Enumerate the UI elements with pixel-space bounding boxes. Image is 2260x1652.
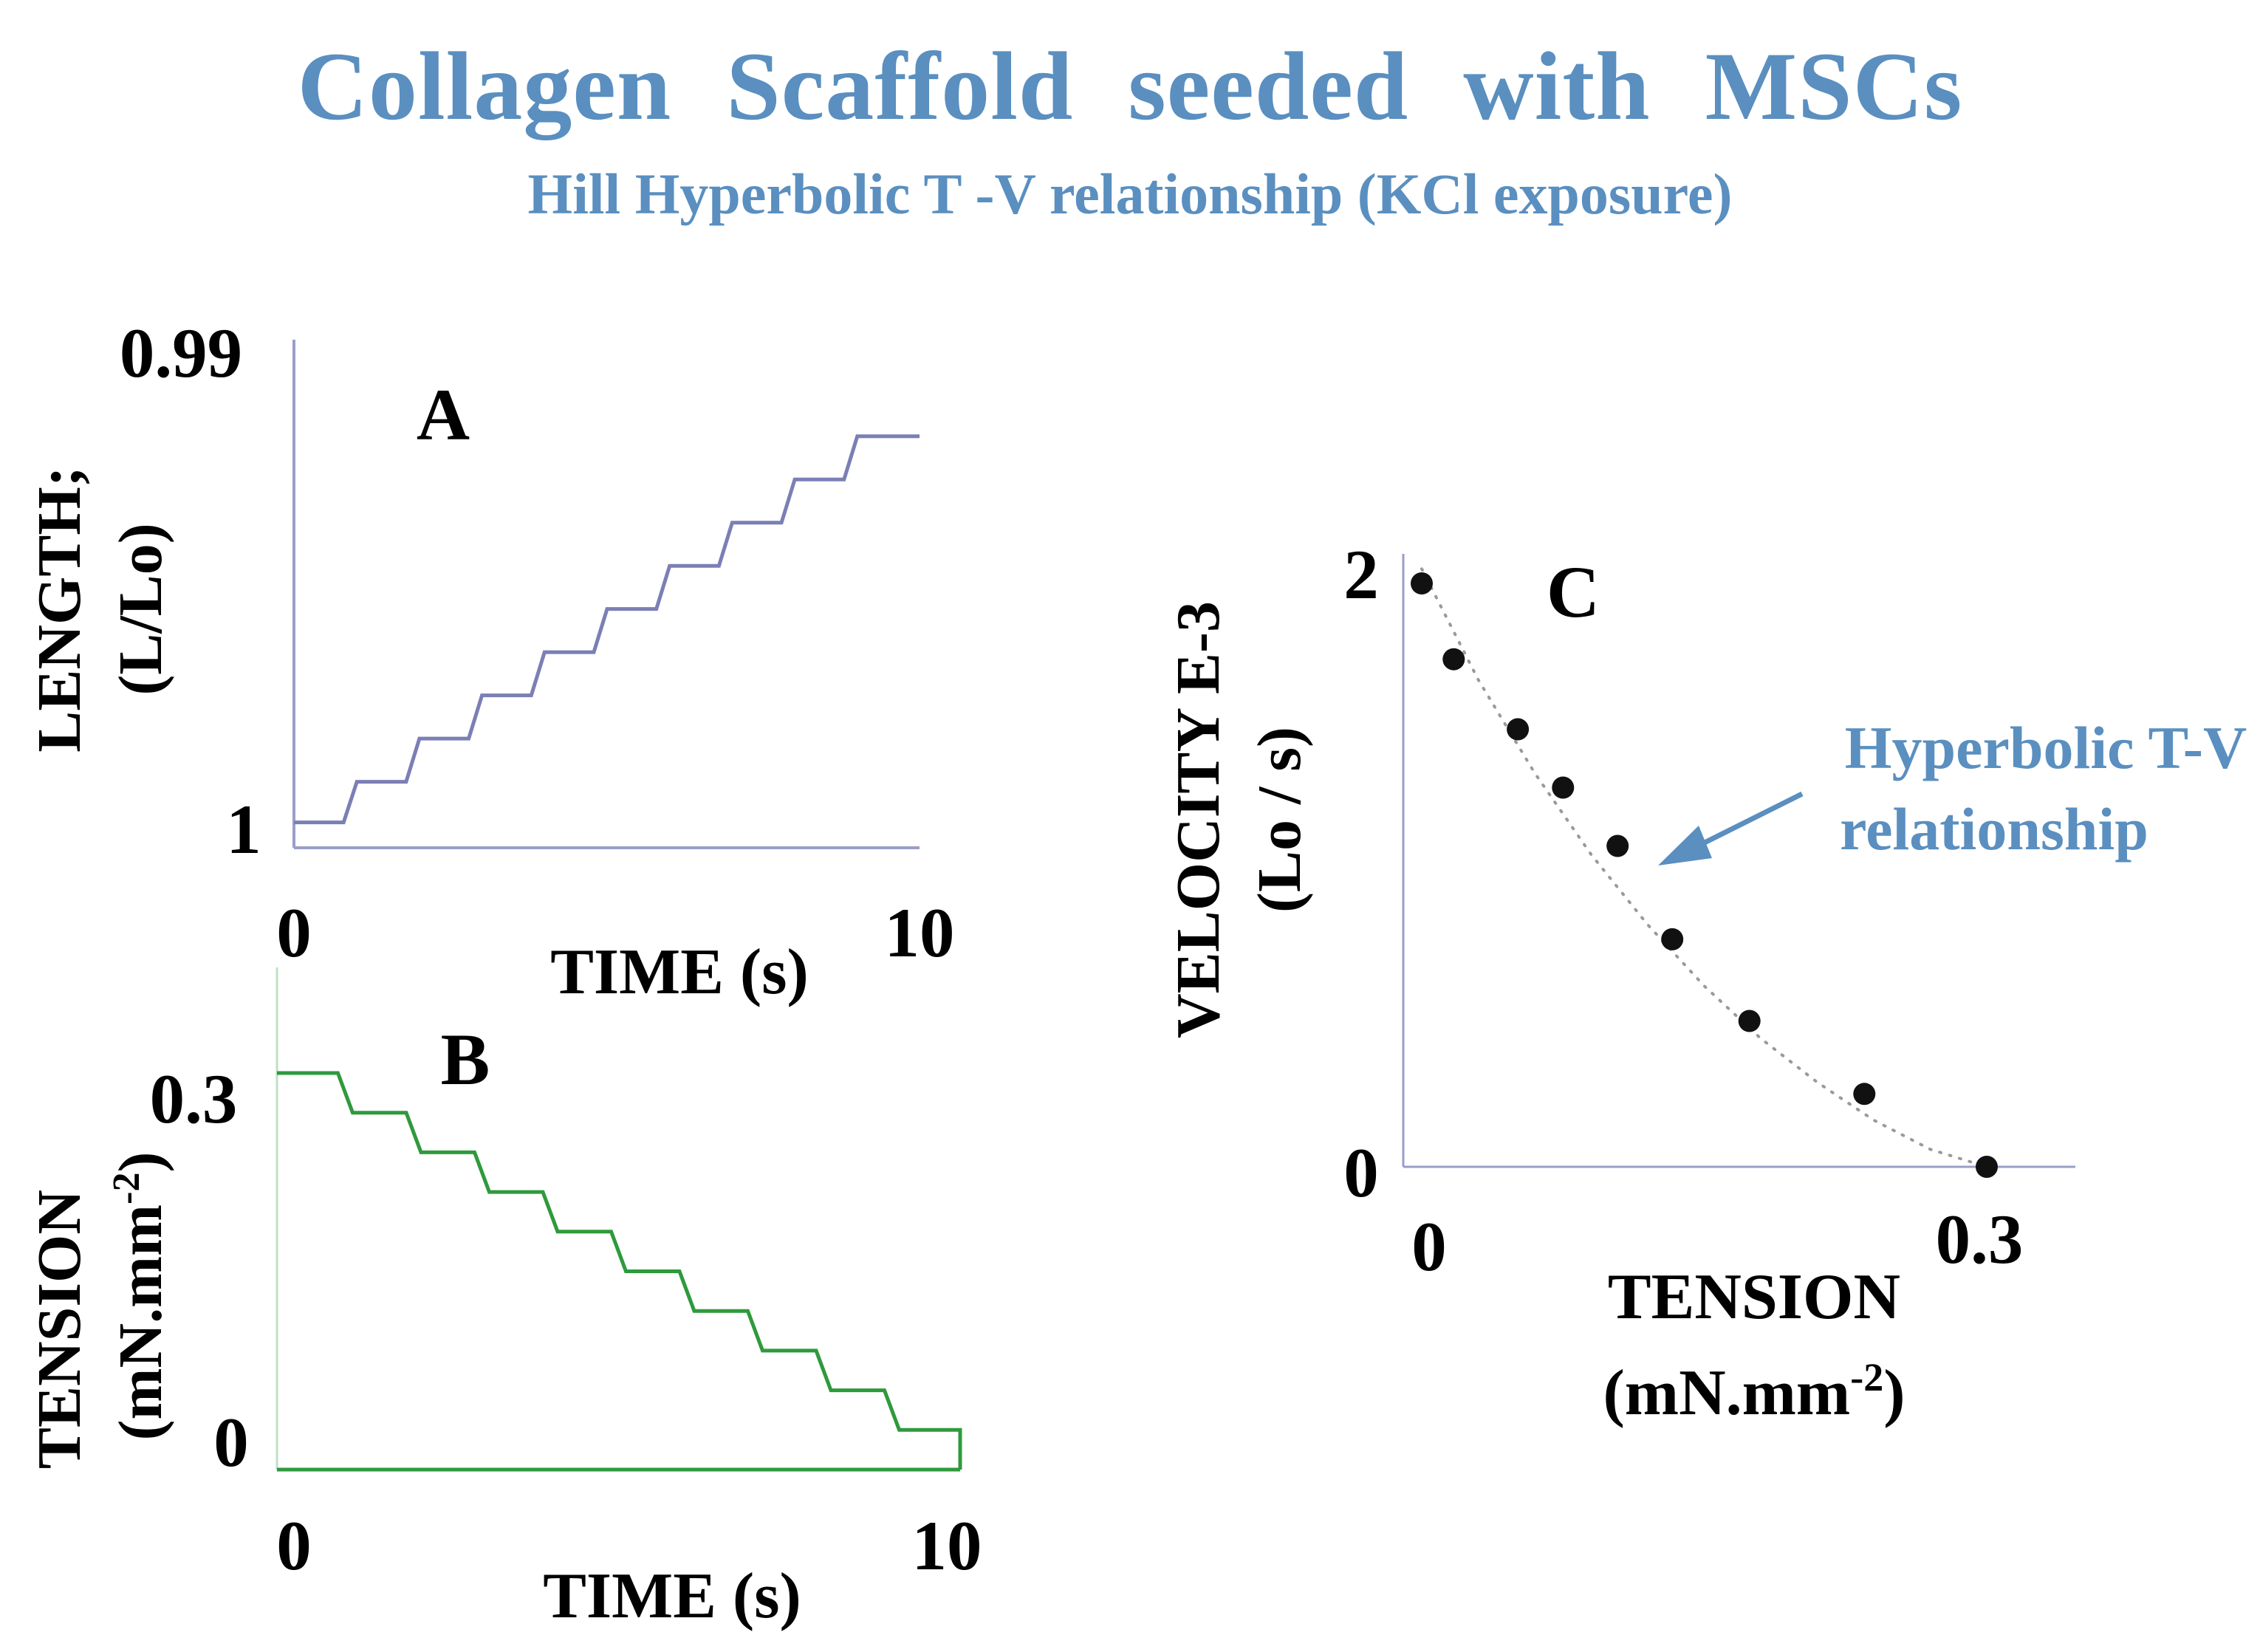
figure-title: Collagen Scaffold seeded with MSCs	[297, 32, 1963, 140]
panel-c-data-points	[1411, 572, 1998, 1178]
panel-b: B 0.3 0 0 10 TIME (s) TENSION (mN.mm-2)	[25, 967, 982, 1632]
panel-b-y-label-line1: TENSION	[25, 1190, 94, 1469]
panel-a-x-tick-end: 10	[885, 894, 955, 972]
panel-b-y-label-superscript: -2	[106, 1173, 148, 1204]
panel-b-x-tick-end: 10	[912, 1507, 982, 1585]
panel-c-label: C	[1547, 551, 1600, 633]
panel-a-x-tick-start: 0	[276, 894, 312, 972]
panel-a-y-label-line1: LENGTH;	[25, 466, 94, 752]
panel-c-annotation-arrow-shaft	[1690, 791, 1804, 852]
panel-c-annotation-line1: Hyperbolic T-V	[1845, 714, 2247, 781]
panel-b-label: B	[441, 1018, 490, 1100]
panel-c: C 2 0 0 0.3 TENSION (mN.mm-2) VELOCITY E…	[1164, 535, 2247, 1429]
panel-c-x-label-line1: TENSION	[1608, 1261, 1900, 1333]
panel-a-length-trace	[294, 434, 920, 825]
panel-c-y-tick-bottom: 0	[1343, 1134, 1379, 1212]
panel-c-data-point	[1606, 834, 1629, 857]
panel-c-x-label-line2: (mN.mm-2)	[1603, 1355, 1905, 1429]
panel-c-data-point	[1442, 648, 1465, 671]
panel-a: A 0.99 1 0 10 TIME (s) LENGTH; (L/Lo)	[25, 314, 955, 1008]
panel-c-x-label-superscript: -2	[1850, 1355, 1883, 1399]
panel-b-y-tick-top: 0.3	[150, 1060, 238, 1138]
panel-c-data-point	[1507, 718, 1530, 741]
panel-c-x-tick-end: 0.3	[1936, 1200, 2024, 1278]
panel-b-tension-trace	[277, 1071, 962, 1470]
panel-b-y-label-line2: (mN.mm-2)	[106, 1152, 175, 1441]
panel-c-data-point	[1853, 1083, 1876, 1106]
panel-a-x-label: TIME (s)	[550, 936, 809, 1008]
panel-c-hyperbolic-fit-line	[1420, 567, 1988, 1168]
panel-c-annotation-arrowhead	[1658, 826, 1712, 866]
panel-c-data-point	[1738, 1010, 1761, 1032]
panel-c-x-tick-start: 0	[1411, 1207, 1447, 1286]
panel-b-x-tick-start: 0	[276, 1507, 312, 1585]
panel-c-data-point	[1661, 928, 1684, 950]
panel-c-y-label-line1: VELOCITY E-3	[1164, 601, 1233, 1038]
figure-subtitle: Hill Hyperbolic T -V relationship (KCl e…	[527, 162, 1733, 226]
panel-b-x-label: TIME (s)	[543, 1560, 801, 1632]
panel-a-y-label-line2: (L/Lo)	[106, 523, 175, 695]
panel-a-label: A	[417, 374, 470, 456]
panel-b-y-label-close: )	[106, 1152, 175, 1173]
panel-c-data-point	[1411, 572, 1433, 594]
panel-c-annotation-line2: relationship	[1840, 795, 2148, 863]
panel-c-data-point	[1552, 776, 1575, 799]
panel-c-x-label-unit: (mN.mm	[1603, 1357, 1850, 1429]
panel-c-data-point	[1976, 1156, 1998, 1178]
panel-c-x-label-close: )	[1883, 1357, 1905, 1429]
panel-b-y-label-unit: (mN.mm	[106, 1204, 175, 1441]
panel-c-y-label-line2: (Lo / s)	[1245, 727, 1314, 913]
panel-a-y-tick-top: 0.99	[120, 314, 242, 392]
panel-c-y-tick-top: 2	[1343, 535, 1379, 614]
panel-a-y-tick-bottom: 1	[226, 790, 261, 868]
panel-b-y-tick-bottom: 0	[213, 1403, 249, 1481]
